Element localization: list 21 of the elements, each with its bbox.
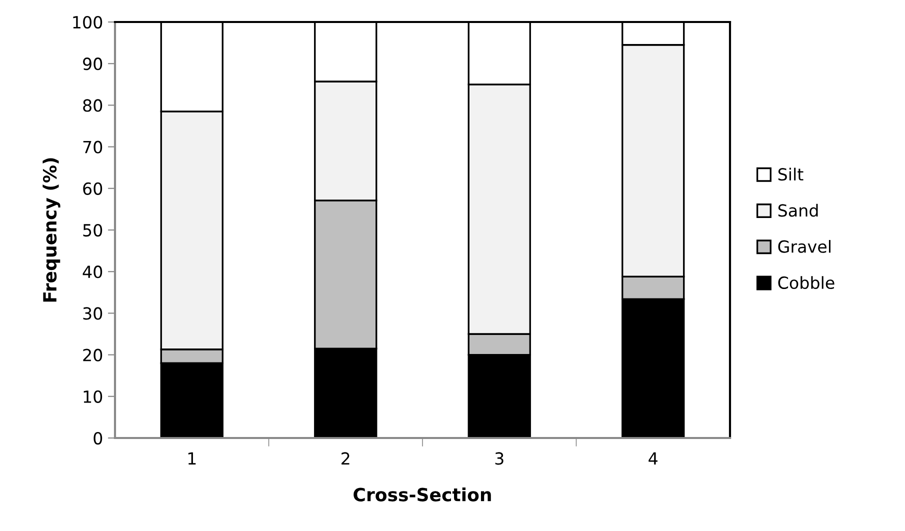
y-tick-label: 80 [83, 99, 102, 112]
legend-label: Gravel [778, 240, 830, 253]
y-tick-label: 90 [83, 58, 102, 70]
y-tick-label: 20 [83, 348, 102, 362]
y-tick-label: 10 [84, 390, 102, 403]
y-tick-label: 100 [73, 16, 102, 29]
y-axis-title: Frequency (%) [42, 158, 60, 302]
legend-label: Sand [778, 204, 818, 217]
x-tick-label: 2 [342, 452, 350, 465]
legend-label: Silt [778, 168, 804, 181]
y-tick-label: 40 [82, 266, 102, 278]
x-tick-label: 1 [188, 452, 196, 465]
y-tick-label: 50 [83, 224, 102, 237]
x-tick-label: 4 [648, 452, 658, 465]
x-axis-title: Cross-Section [354, 487, 491, 502]
y-tick-label: 30 [83, 307, 102, 320]
legend-label: Cobble [778, 276, 834, 290]
y-tick-label: 0 [94, 432, 102, 445]
y-tick-label: 70 [83, 140, 102, 154]
y-tick-label: 60 [83, 182, 102, 195]
x-tick-label: 3 [495, 452, 504, 465]
